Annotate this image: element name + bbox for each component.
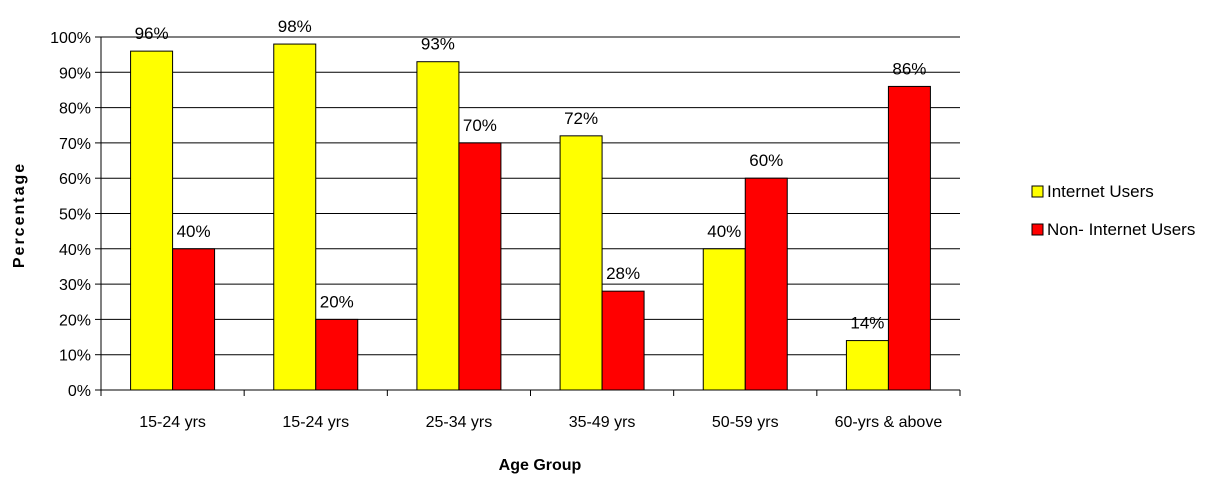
- legend-swatch-internet-users: [1031, 185, 1044, 198]
- data-label: 93%: [421, 35, 455, 54]
- y-tick-label: 10%: [59, 348, 91, 365]
- bar-non-internet-users: [315, 318, 359, 391]
- data-label: 70%: [463, 116, 497, 135]
- data-label: 28%: [606, 264, 640, 283]
- y-tick-label: 90%: [59, 65, 91, 82]
- legend-label: Non- Internet Users: [1047, 220, 1195, 239]
- bar-non-internet-users: [601, 290, 645, 391]
- axes: 0% 10% 20% 30% 40% 50% 60% 70% 80% 90% 100% 15-24 y…: [50, 30, 961, 431]
- x-tick-label: 50-59 yrs: [712, 414, 779, 431]
- data-label: 96%: [135, 24, 169, 43]
- data-label: 72%: [564, 109, 598, 128]
- x-tick-label: 15-24 yrs: [282, 414, 349, 431]
- legend: Internet Users Non- Internet Users: [1031, 182, 1195, 239]
- y-tick-label: 0%: [68, 383, 91, 400]
- gridlines: [101, 36, 960, 356]
- data-label: 40%: [177, 222, 211, 241]
- y-axis-title: Percentage: [11, 162, 28, 268]
- bars: [130, 43, 931, 391]
- bar-internet-users: [273, 43, 317, 391]
- data-labels: 96% 40% 98% 20% 93% 70% 72% 28% 40% 60% 14% 86%: [135, 17, 927, 333]
- x-tick-label: 60-yrs & above: [835, 414, 943, 431]
- data-label: 20%: [320, 292, 354, 311]
- x-axis-title: Age Group: [499, 457, 582, 474]
- bar-internet-users: [416, 61, 460, 391]
- y-tick-label: 80%: [59, 101, 91, 118]
- bar-internet-users: [702, 248, 746, 391]
- x-tick-label: 35-49 yrs: [569, 414, 636, 431]
- bar-internet-users: [845, 340, 889, 391]
- data-label: 98%: [278, 17, 312, 36]
- y-tick-label: 30%: [59, 277, 91, 294]
- y-tick-label: 70%: [59, 136, 91, 153]
- legend-label: Internet Users: [1047, 182, 1154, 201]
- y-tick-label: 20%: [59, 312, 91, 329]
- x-tick-label: 25-34 yrs: [426, 414, 493, 431]
- bar-non-internet-users: [458, 142, 502, 391]
- y-tick-label: 40%: [59, 242, 91, 259]
- data-label: 60%: [749, 151, 783, 170]
- x-tick-label: 15-24 yrs: [139, 414, 206, 431]
- data-label: 40%: [707, 222, 741, 241]
- bar-non-internet-users: [744, 177, 788, 391]
- y-tick-label: 50%: [59, 207, 91, 224]
- y-tick-label: 100%: [50, 30, 91, 47]
- bar-non-internet-users: [172, 248, 216, 391]
- legend-swatch-non-internet-users: [1031, 223, 1044, 236]
- data-label: 14%: [850, 314, 884, 333]
- bar-non-internet-users: [887, 85, 931, 391]
- bar-internet-users: [559, 135, 603, 391]
- y-tick-label: 60%: [59, 171, 91, 188]
- bar-internet-users: [130, 50, 174, 391]
- data-label: 86%: [892, 59, 926, 78]
